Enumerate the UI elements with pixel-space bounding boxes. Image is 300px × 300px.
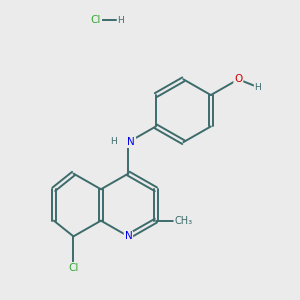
- Text: Cl: Cl: [91, 15, 101, 26]
- Text: O: O: [234, 74, 242, 84]
- Text: CH₃: CH₃: [174, 216, 192, 226]
- Text: N: N: [128, 137, 135, 147]
- Text: H: H: [110, 137, 117, 146]
- Text: H: H: [255, 83, 261, 92]
- Text: N: N: [124, 231, 132, 242]
- Text: H: H: [117, 16, 124, 25]
- Text: Cl: Cl: [68, 263, 79, 273]
